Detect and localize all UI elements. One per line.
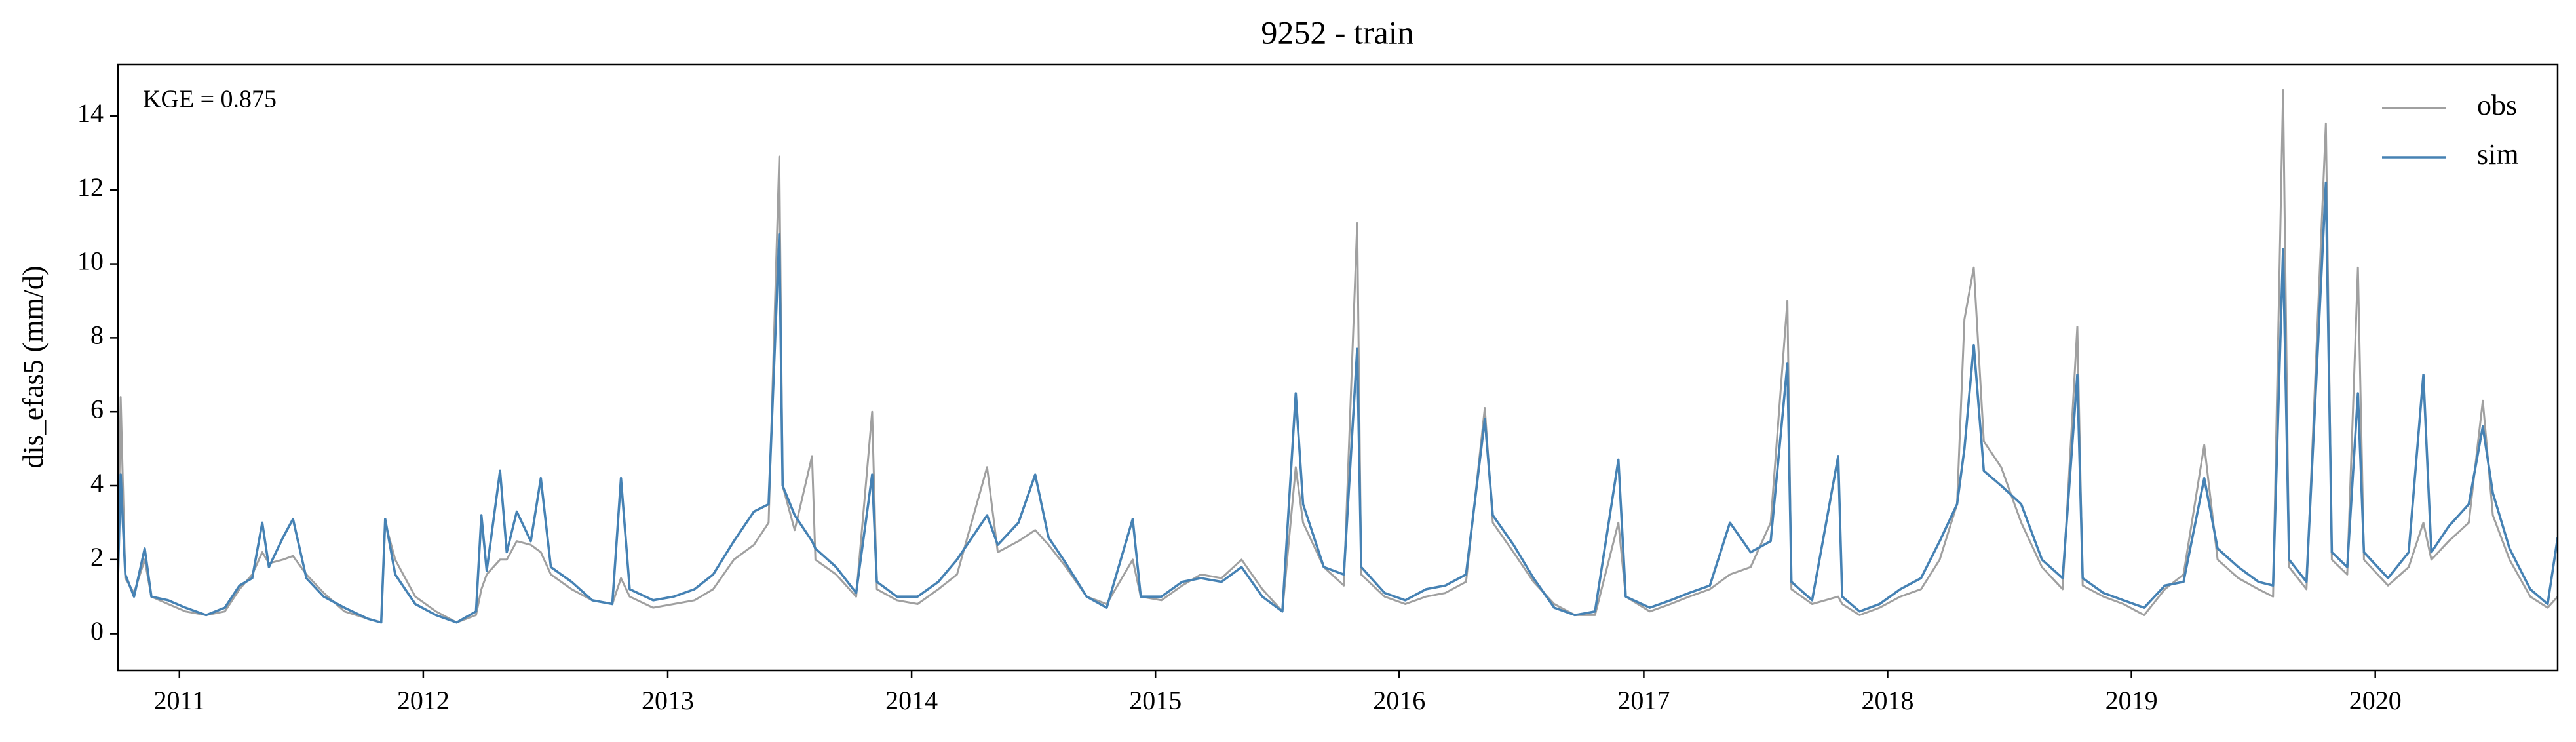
y-tick-label: 12: [77, 172, 104, 202]
x-tick-label: 2017: [1617, 686, 1670, 715]
x-tick-label: 2018: [1862, 686, 1914, 715]
y-axis-label: dis_efas5 (mm/d): [17, 265, 49, 468]
x-tick-label: 2019: [2105, 686, 2158, 715]
y-tick-label: 4: [90, 468, 104, 498]
x-tick-label: 2012: [397, 686, 450, 715]
chart-title: 9252 - train: [1261, 14, 1413, 50]
y-tick-label: 14: [77, 98, 104, 128]
plot-frame: [117, 63, 2559, 672]
x-tick-label: 2013: [642, 686, 694, 715]
y-tick-label: 8: [90, 321, 104, 350]
y-tick-label: 0: [90, 616, 104, 646]
y-tick-label: 6: [90, 394, 104, 423]
y-tick-label: 10: [77, 246, 104, 276]
legend-label: sim: [2477, 138, 2519, 170]
series-line: [118, 89, 2558, 624]
x-tick-label: 2020: [2349, 686, 2402, 715]
annotation: KGE = 0.875: [143, 86, 277, 113]
x-tick-label: 2014: [885, 686, 938, 715]
y-tick-label: 2: [90, 542, 104, 572]
legend-label: obs: [2477, 89, 2517, 121]
x-tick-label: 2011: [154, 686, 206, 715]
series-line: [118, 181, 2558, 624]
x-tick-label: 2016: [1373, 686, 1425, 715]
x-tick-label: 2015: [1129, 686, 1182, 715]
